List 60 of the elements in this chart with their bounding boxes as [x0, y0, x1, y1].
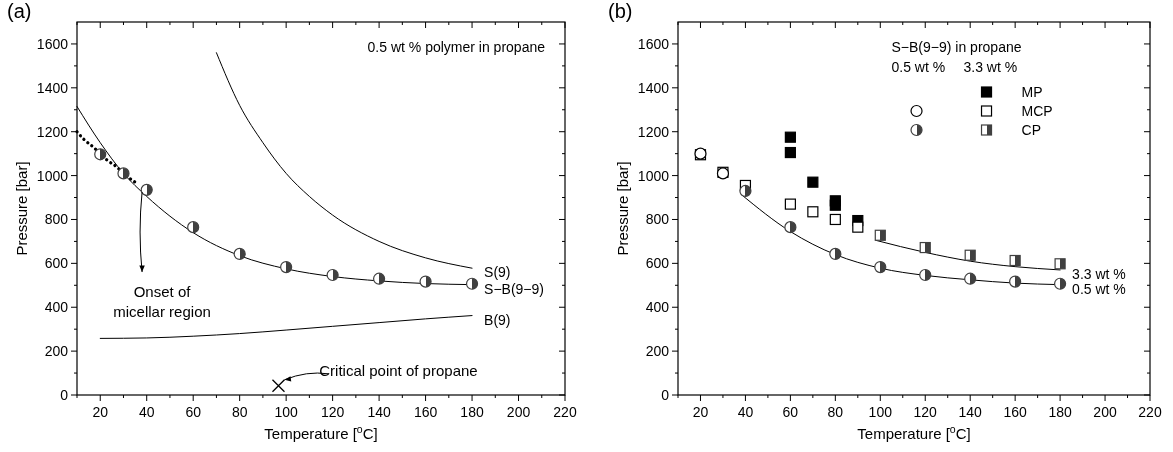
x-tick-label: 200: [506, 404, 531, 420]
annotation: 3.3 wt %: [963, 59, 1018, 75]
y-tick-label: 1400: [36, 79, 69, 96]
y-tick-label: 1400: [637, 79, 670, 96]
legend-label: CP: [1021, 122, 1041, 138]
x-tick-label: 40: [737, 404, 754, 420]
x-tick-label: 120: [320, 404, 345, 420]
legend-label: MP: [1021, 84, 1043, 100]
y-tick-label: 800: [44, 211, 69, 228]
x-tick-label: 80: [827, 404, 844, 420]
annotation: 0.5 wt %: [891, 59, 946, 75]
annotation: Critical point of propane: [319, 361, 478, 379]
annotation: 0.5 wt % polymer in propane: [367, 39, 546, 55]
legend-label: S−B(9−9): [484, 280, 544, 297]
x-tick-label: 20: [92, 404, 109, 420]
x-tick-label: 200: [1093, 404, 1117, 420]
y-tick-label: 1600: [36, 35, 69, 52]
x-tick-label: 220: [553, 404, 577, 420]
legend-label: MCP: [1021, 103, 1053, 119]
x-tick-label: 60: [782, 404, 799, 420]
x-tick-label: 60: [185, 404, 202, 420]
legend-title: S−B(9−9) in propane: [891, 39, 1022, 55]
y-tick-label: 0: [661, 387, 670, 403]
x-tick-label: 140: [958, 404, 983, 420]
y-tick-label: 1000: [36, 167, 69, 184]
y-tick-label: 600: [44, 255, 69, 272]
x-tick-label: 160: [413, 404, 438, 420]
series-label: B(9): [484, 311, 511, 328]
y-axis-title: Pressure [bar]: [13, 161, 30, 256]
series-label: 0.5 wt %: [1072, 280, 1126, 297]
x-axis-title: Temperature [$^{o}$C]: [264, 423, 378, 442]
y-tick-label: 0: [60, 387, 69, 403]
x-tick-label: 220: [1138, 404, 1162, 420]
y-tick-label: 1000: [637, 167, 670, 184]
annotation: Onset of micellar region: [113, 283, 211, 321]
x-tick-label: 20: [692, 404, 709, 420]
y-tick-label: 400: [44, 299, 69, 316]
y-tick-label: 1200: [36, 123, 69, 140]
y-tick-label: 600: [645, 255, 670, 272]
y-tick-label: 800: [645, 211, 670, 228]
x-tick-label: 180: [460, 404, 484, 420]
y-tick-label: 1200: [637, 123, 670, 140]
chart-title: (a): [7, 0, 32, 22]
x-tick-label: 40: [138, 404, 155, 420]
x-tick-label: 80: [231, 404, 248, 420]
y-tick-label: 1600: [637, 35, 670, 52]
series-label: 3.3 wt %: [1072, 265, 1126, 282]
y-tick-label: 400: [645, 299, 670, 316]
y-tick-label: 200: [44, 343, 69, 360]
x-tick-label: 140: [367, 404, 391, 420]
y-tick-label: 200: [645, 343, 670, 360]
x-axis-title: Temperature [$^{o}$C]: [857, 423, 971, 442]
x-tick-label: 120: [913, 404, 938, 420]
x-tick-label: 160: [1003, 404, 1028, 420]
x-tick-label: 180: [1048, 404, 1072, 420]
series-label: S(9): [484, 264, 511, 281]
y-axis-title: Pressure [bar]: [614, 161, 631, 256]
x-tick-label: 100: [274, 404, 299, 420]
x-tick-label: 100: [868, 404, 893, 420]
chart-title: (b): [608, 0, 633, 22]
